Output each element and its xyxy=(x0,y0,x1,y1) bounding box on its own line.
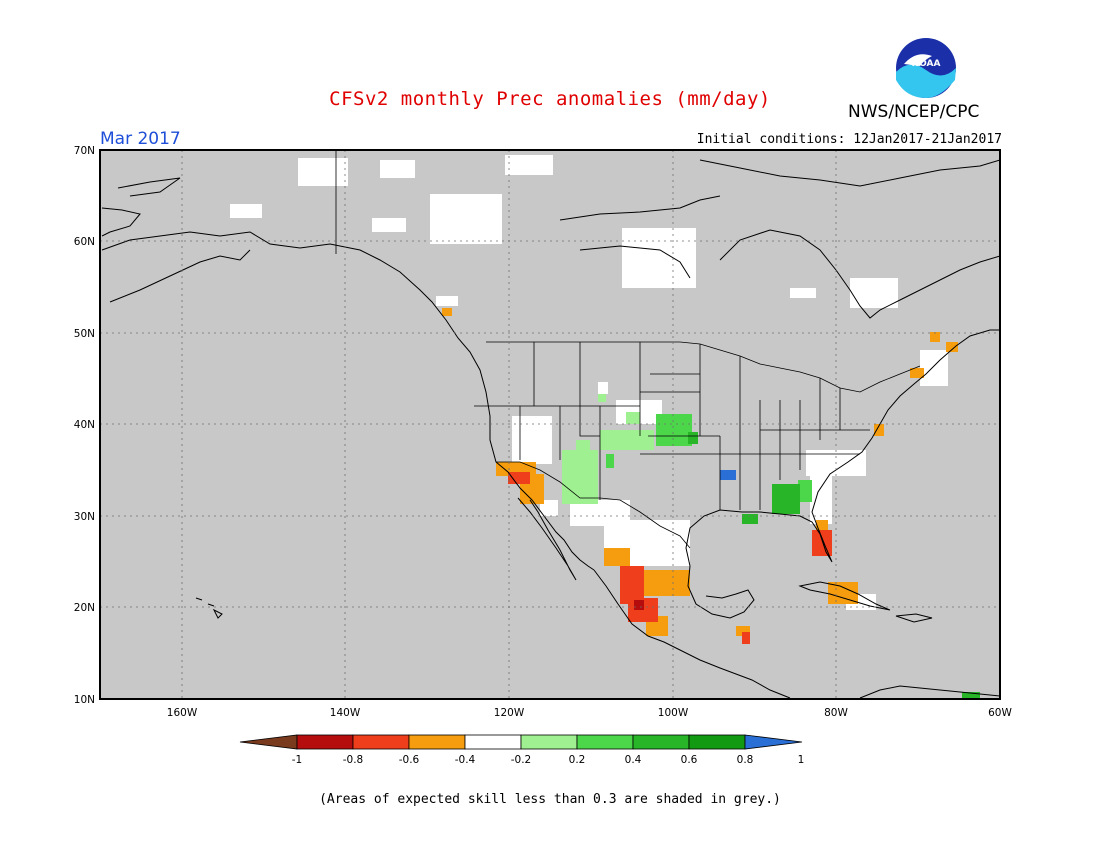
lat-tick-60n: 60N xyxy=(74,236,95,248)
lon-tick-60w: 60W xyxy=(988,707,1012,719)
lat-tick-70n: 70N xyxy=(74,145,95,157)
colorbar-label: -0.2 xyxy=(511,754,532,766)
colorbar-swatch-1 xyxy=(296,734,354,750)
colorbar: -1 -0.8 -0.6 -0.4 -0.2 0.2 0.4 0.6 0.8 1 xyxy=(239,734,805,766)
lat-tick-30n: 30N xyxy=(74,511,95,523)
very-dry-anomaly-areas xyxy=(634,600,644,610)
colorbar-swatch-6 xyxy=(576,734,634,750)
colorbar-label: -0.8 xyxy=(343,754,364,766)
colorbar-label: 0.4 xyxy=(625,754,642,766)
colorbar-swatch-4 xyxy=(464,734,522,750)
colorbar-swatch-8 xyxy=(688,734,746,750)
colorbar-swatch-5 xyxy=(520,734,578,750)
borders xyxy=(335,150,921,549)
initial-conditions: Initial conditions: 12Jan2017-21Jan2017 xyxy=(696,132,1002,147)
lat-tick-50n: 50N xyxy=(74,328,95,340)
skill-note: (Areas of expected skill less than 0.3 a… xyxy=(319,792,781,807)
colorbar-high-extension xyxy=(744,734,803,750)
lat-axis: 70N 60N 50N 40N 30N 20N 10N xyxy=(74,145,95,706)
lon-tick-160w: 160W xyxy=(167,707,198,719)
lon-tick-120w: 120W xyxy=(494,707,525,719)
colorbar-low-extension xyxy=(239,734,298,750)
colorbar-label: -0.4 xyxy=(455,754,476,766)
lon-axis: 160W 140W 120W 100W 80W 60W xyxy=(167,707,1013,719)
lon-tick-100w: 100W xyxy=(658,707,689,719)
agency-label: NWS/NCEP/CPC xyxy=(848,102,980,122)
lat-tick-20n: 20N xyxy=(74,602,95,614)
colorbar-label: 0.8 xyxy=(737,754,754,766)
strong-wet-anomaly-areas xyxy=(688,432,980,698)
colorbar-swatch-7 xyxy=(632,734,690,750)
dry-anomaly-areas xyxy=(442,308,958,636)
lon-tick-80w: 80W xyxy=(824,707,848,719)
colorbar-label: 0.2 xyxy=(569,754,586,766)
lat-tick-10n: 10N xyxy=(74,694,95,706)
colorbar-label: 0.6 xyxy=(681,754,698,766)
coastlines xyxy=(101,159,1000,699)
very-wet-anomaly-areas xyxy=(720,470,736,480)
map-title: CFSv2 monthly Prec anomalies (mm/day) xyxy=(329,88,771,110)
gridlines xyxy=(100,150,1000,699)
map-frame xyxy=(99,149,1001,700)
colorbar-label: 1 xyxy=(798,754,805,766)
lon-tick-140w: 140W xyxy=(330,707,361,719)
weak-wet-anomaly-areas xyxy=(562,394,654,504)
lat-tick-40n: 40N xyxy=(74,419,95,431)
colorbar-label: -1 xyxy=(292,754,302,766)
wet-anomaly-areas xyxy=(606,414,812,502)
forecast-month: Mar 2017 xyxy=(100,129,181,149)
colorbar-swatch-3 xyxy=(408,734,466,750)
colorbar-swatch-2 xyxy=(352,734,410,750)
colorbar-label: -0.6 xyxy=(399,754,420,766)
